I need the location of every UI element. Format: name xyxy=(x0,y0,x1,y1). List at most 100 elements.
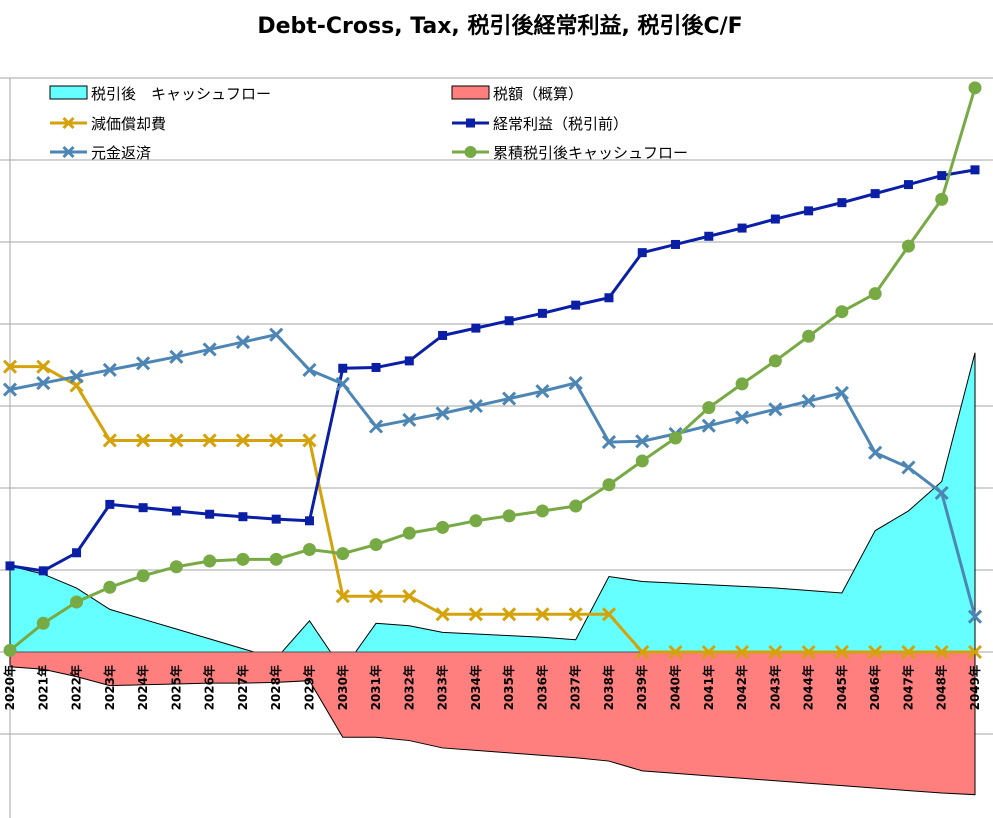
data-point xyxy=(868,287,882,301)
data-point xyxy=(834,385,849,400)
x-tick-label: 2020年 xyxy=(2,665,17,710)
data-point xyxy=(36,375,51,391)
data-point xyxy=(36,616,50,630)
data-point xyxy=(868,445,883,460)
series-元金返済 xyxy=(2,327,983,624)
data-point xyxy=(369,538,383,552)
data-point xyxy=(934,485,949,500)
x-tick-label: 2030年 xyxy=(335,665,350,710)
data-point xyxy=(601,607,617,622)
data-point xyxy=(404,356,414,366)
data-point xyxy=(136,433,151,448)
data-point xyxy=(735,644,750,660)
data-point xyxy=(770,214,780,224)
x-tick-label: 2029年 xyxy=(301,665,316,710)
data-point xyxy=(335,589,350,604)
x-tick-label: 2041年 xyxy=(701,665,716,710)
data-point xyxy=(537,308,547,318)
data-point xyxy=(701,418,716,433)
x-tick-label: 2038年 xyxy=(601,665,616,710)
x-axis-tick-labels: 2020年 2021年 2022年 2023年 2024年 2025年 2026年 2027年… xyxy=(2,665,982,710)
data-point xyxy=(835,305,849,319)
data-point xyxy=(138,503,148,513)
data-point xyxy=(671,239,681,249)
data-point xyxy=(338,363,348,373)
legend-item: 累積税引後キャッシュフロー xyxy=(452,144,688,162)
legend-item: 経常利益（税引前） xyxy=(452,115,628,133)
area-series xyxy=(9,352,976,796)
data-point xyxy=(435,607,450,622)
legend-marker xyxy=(62,145,75,159)
x-tick-label: 2025年 xyxy=(168,665,183,710)
data-point xyxy=(604,293,614,303)
data-point xyxy=(368,419,384,434)
data-point xyxy=(569,499,583,513)
data-point xyxy=(802,329,816,343)
area-税引後 キャッシュフロー xyxy=(9,352,976,671)
data-point xyxy=(502,509,516,523)
x-tick-label: 2035年 xyxy=(501,665,516,710)
data-point xyxy=(804,206,814,216)
data-point xyxy=(269,552,283,566)
data-point xyxy=(2,359,18,374)
data-point xyxy=(203,554,217,568)
data-point xyxy=(402,526,416,540)
data-point xyxy=(568,375,583,391)
data-point xyxy=(402,589,417,604)
data-point xyxy=(169,560,183,574)
data-point xyxy=(934,644,949,660)
legend-item: 税額（概算） xyxy=(451,85,583,103)
line-減価償却費 xyxy=(10,365,975,654)
data-point xyxy=(469,514,483,528)
data-point xyxy=(967,644,983,660)
data-point xyxy=(768,402,783,417)
data-point xyxy=(735,410,750,425)
data-point xyxy=(868,644,883,660)
x-tick-label: 2021年 xyxy=(35,665,50,710)
data-point xyxy=(870,189,880,199)
x-tick-label: 2047年 xyxy=(900,665,915,710)
legend-label: 減価償却費 xyxy=(91,115,166,133)
series-累積税引後キャッシュフロー xyxy=(3,81,982,657)
legend-marker xyxy=(464,146,477,158)
data-point xyxy=(937,171,947,181)
x-tick-label: 2031年 xyxy=(368,665,383,710)
data-point xyxy=(302,433,317,448)
data-point xyxy=(468,398,483,414)
legend-swatch xyxy=(49,85,88,100)
data-point xyxy=(471,323,481,333)
x-tick-label: 2022年 xyxy=(69,665,84,710)
x-tick-label: 2024年 xyxy=(135,665,150,710)
x-tick-label: 2033年 xyxy=(435,665,450,710)
data-point xyxy=(737,223,747,233)
x-tick-label: 2037年 xyxy=(568,665,583,710)
data-point xyxy=(571,300,581,310)
legend-marker xyxy=(62,116,75,130)
data-point xyxy=(202,342,217,357)
data-point xyxy=(801,394,816,409)
data-point xyxy=(602,478,616,492)
data-point xyxy=(837,198,847,208)
x-tick-label: 2049年 xyxy=(967,665,982,710)
data-point xyxy=(535,504,549,518)
data-point xyxy=(402,412,417,428)
x-tick-label: 2026年 xyxy=(202,665,217,710)
data-point xyxy=(103,580,117,594)
data-point xyxy=(169,433,184,448)
data-point xyxy=(136,356,151,371)
data-point xyxy=(336,547,350,561)
data-point xyxy=(935,192,949,206)
data-point xyxy=(535,384,550,399)
line-元金返済 xyxy=(9,333,977,618)
data-point xyxy=(768,644,783,660)
data-point xyxy=(435,406,450,421)
data-point xyxy=(635,644,650,660)
data-point xyxy=(102,433,117,448)
legend-marker xyxy=(466,118,475,128)
data-point xyxy=(205,509,215,519)
x-tick-label: 2046年 xyxy=(867,665,882,710)
data-point xyxy=(970,165,980,175)
data-point xyxy=(901,644,916,660)
data-point xyxy=(601,435,617,450)
